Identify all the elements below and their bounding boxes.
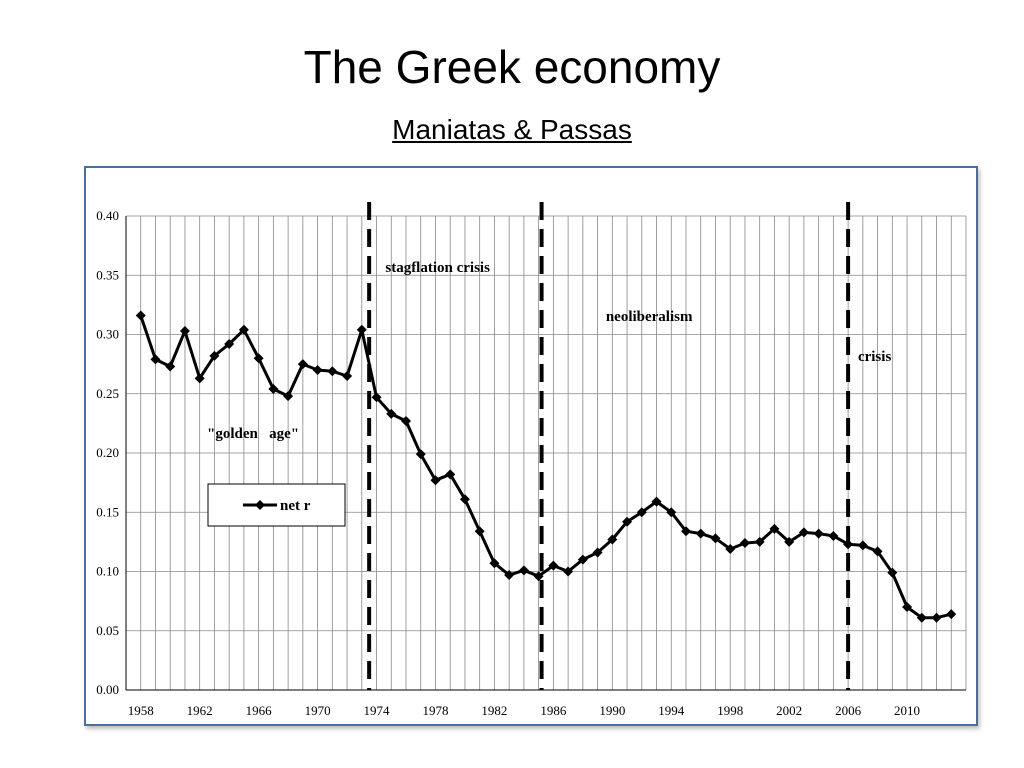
x-tick-label: 2006 [835, 703, 862, 718]
data-point [342, 370, 353, 381]
legend-label: net r [280, 498, 311, 514]
x-tick-label: 2010 [894, 703, 920, 718]
data-point [710, 533, 721, 544]
x-tick-label: 1966 [246, 703, 273, 718]
data-point [194, 373, 205, 384]
data-point [224, 338, 235, 349]
data-point [946, 609, 957, 620]
x-tick-label: 1986 [540, 703, 567, 718]
y-tick-label: 0.25 [96, 386, 119, 401]
data-point [327, 366, 338, 377]
data-point [209, 350, 220, 361]
data-point [636, 507, 647, 518]
x-tick-label: 1994 [658, 703, 685, 718]
data-point [651, 496, 662, 507]
annotation-stagflation-crisis: stagflation crisis [385, 260, 490, 276]
slide-subtitle-text: Maniatas & Passas [392, 114, 632, 145]
data-point [902, 602, 913, 613]
x-tick-label: 1974 [364, 703, 391, 718]
data-point [828, 530, 839, 541]
x-tick-label: 2002 [776, 703, 802, 718]
data-point [371, 392, 382, 403]
data-point [887, 567, 898, 578]
x-tick-label: 1958 [128, 703, 154, 718]
data-point [297, 359, 308, 370]
data-point [739, 538, 750, 549]
data-point [563, 566, 574, 577]
data-point [150, 354, 161, 365]
y-tick-label: 0.35 [96, 267, 119, 282]
data-point [430, 475, 441, 486]
data-point [268, 384, 279, 395]
annotation-crisis: crisis [858, 349, 891, 365]
x-tick-label: 1978 [422, 703, 448, 718]
data-point [518, 565, 529, 576]
y-tick-label: 0.05 [96, 623, 119, 638]
x-tick-label: 1990 [599, 703, 625, 718]
data-point [401, 416, 411, 427]
x-tick-label: 1962 [187, 703, 213, 718]
y-tick-label: 0.10 [96, 564, 119, 579]
data-point [548, 560, 559, 571]
y-tick-label: 0.20 [96, 445, 119, 460]
data-point [415, 449, 426, 460]
data-point [312, 365, 323, 376]
data-point [872, 546, 883, 557]
data-point [504, 570, 515, 581]
data-point [253, 353, 264, 364]
data-point [238, 324, 249, 335]
data-point [843, 539, 854, 550]
data-point [931, 612, 942, 623]
x-tick-label: 1970 [305, 703, 331, 718]
data-point [474, 526, 485, 537]
data-point [489, 558, 500, 569]
data-point [916, 612, 927, 623]
slide-subtitle: Maniatas & Passas [0, 114, 1024, 146]
y-tick-label: 0.15 [96, 504, 119, 519]
data-point [386, 408, 397, 419]
data-point [356, 324, 367, 335]
data-point [179, 325, 190, 336]
data-point [283, 391, 294, 402]
y-tick-label: 0.00 [96, 682, 119, 697]
data-point [592, 547, 603, 558]
chart-frame: 0.00 0.05 0.10 0.15 0.20 0.25 0.30 0.35 0.40 1958… [84, 166, 978, 726]
data-point [695, 528, 706, 539]
x-tick-label: 1982 [481, 703, 507, 718]
data-point [784, 536, 795, 547]
data-point [445, 469, 456, 480]
data-point [754, 536, 765, 547]
data-point [681, 526, 691, 537]
data-point [577, 554, 588, 565]
slide-title: The Greek economy [303, 41, 721, 93]
y-tick-label: 0.30 [96, 327, 119, 342]
data-point [622, 516, 633, 527]
data-point [813, 528, 824, 539]
x-tick-label: 1998 [717, 703, 743, 718]
data-point [165, 361, 176, 372]
data-point [857, 540, 868, 551]
y-tick-label: 0.40 [96, 208, 119, 223]
series-line-net-r [139, 315, 952, 620]
data-point [607, 534, 618, 545]
annotation-neoliberalism: neoliberalism [606, 309, 693, 325]
line-chart: 0.00 0.05 0.10 0.15 0.20 0.25 0.30 0.35 0.40 1958… [96, 202, 967, 718]
data-point [666, 507, 677, 518]
data-point [533, 571, 544, 582]
data-point [135, 310, 146, 321]
data-point [769, 523, 780, 534]
legend-marker [255, 500, 265, 510]
annotation-golden-age: "golden age" [207, 426, 299, 442]
data-point [798, 527, 809, 538]
data-point [725, 543, 736, 554]
data-point [459, 494, 470, 505]
